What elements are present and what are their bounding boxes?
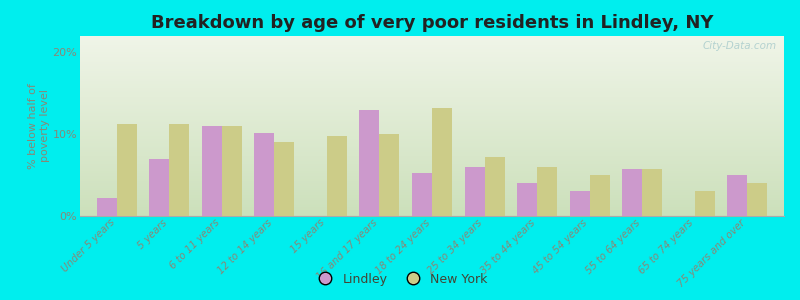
Bar bbox=[747, 183, 767, 216]
Bar bbox=[117, 124, 137, 216]
Bar bbox=[202, 126, 222, 216]
Bar bbox=[570, 191, 590, 216]
Bar bbox=[517, 183, 537, 216]
Title: Breakdown by age of very poor residents in Lindley, NY: Breakdown by age of very poor residents … bbox=[150, 14, 714, 32]
Bar bbox=[432, 108, 452, 216]
Bar bbox=[727, 175, 747, 216]
Bar bbox=[622, 169, 642, 216]
Text: City-Data.com: City-Data.com bbox=[703, 41, 777, 51]
Bar bbox=[170, 124, 190, 216]
Bar bbox=[485, 157, 505, 216]
Bar bbox=[694, 191, 714, 216]
Bar bbox=[642, 169, 662, 216]
Bar bbox=[274, 142, 294, 216]
Bar bbox=[465, 167, 485, 216]
Bar bbox=[537, 167, 557, 216]
Bar bbox=[379, 134, 399, 216]
Bar bbox=[327, 136, 347, 216]
Y-axis label: % below half of
poverty level: % below half of poverty level bbox=[28, 83, 50, 169]
Bar bbox=[590, 175, 610, 216]
Bar bbox=[359, 110, 379, 216]
Legend: Lindley, New York: Lindley, New York bbox=[307, 268, 493, 291]
Bar bbox=[254, 133, 274, 216]
Bar bbox=[222, 126, 242, 216]
Bar bbox=[412, 173, 432, 216]
Bar bbox=[150, 159, 170, 216]
Bar bbox=[97, 198, 117, 216]
